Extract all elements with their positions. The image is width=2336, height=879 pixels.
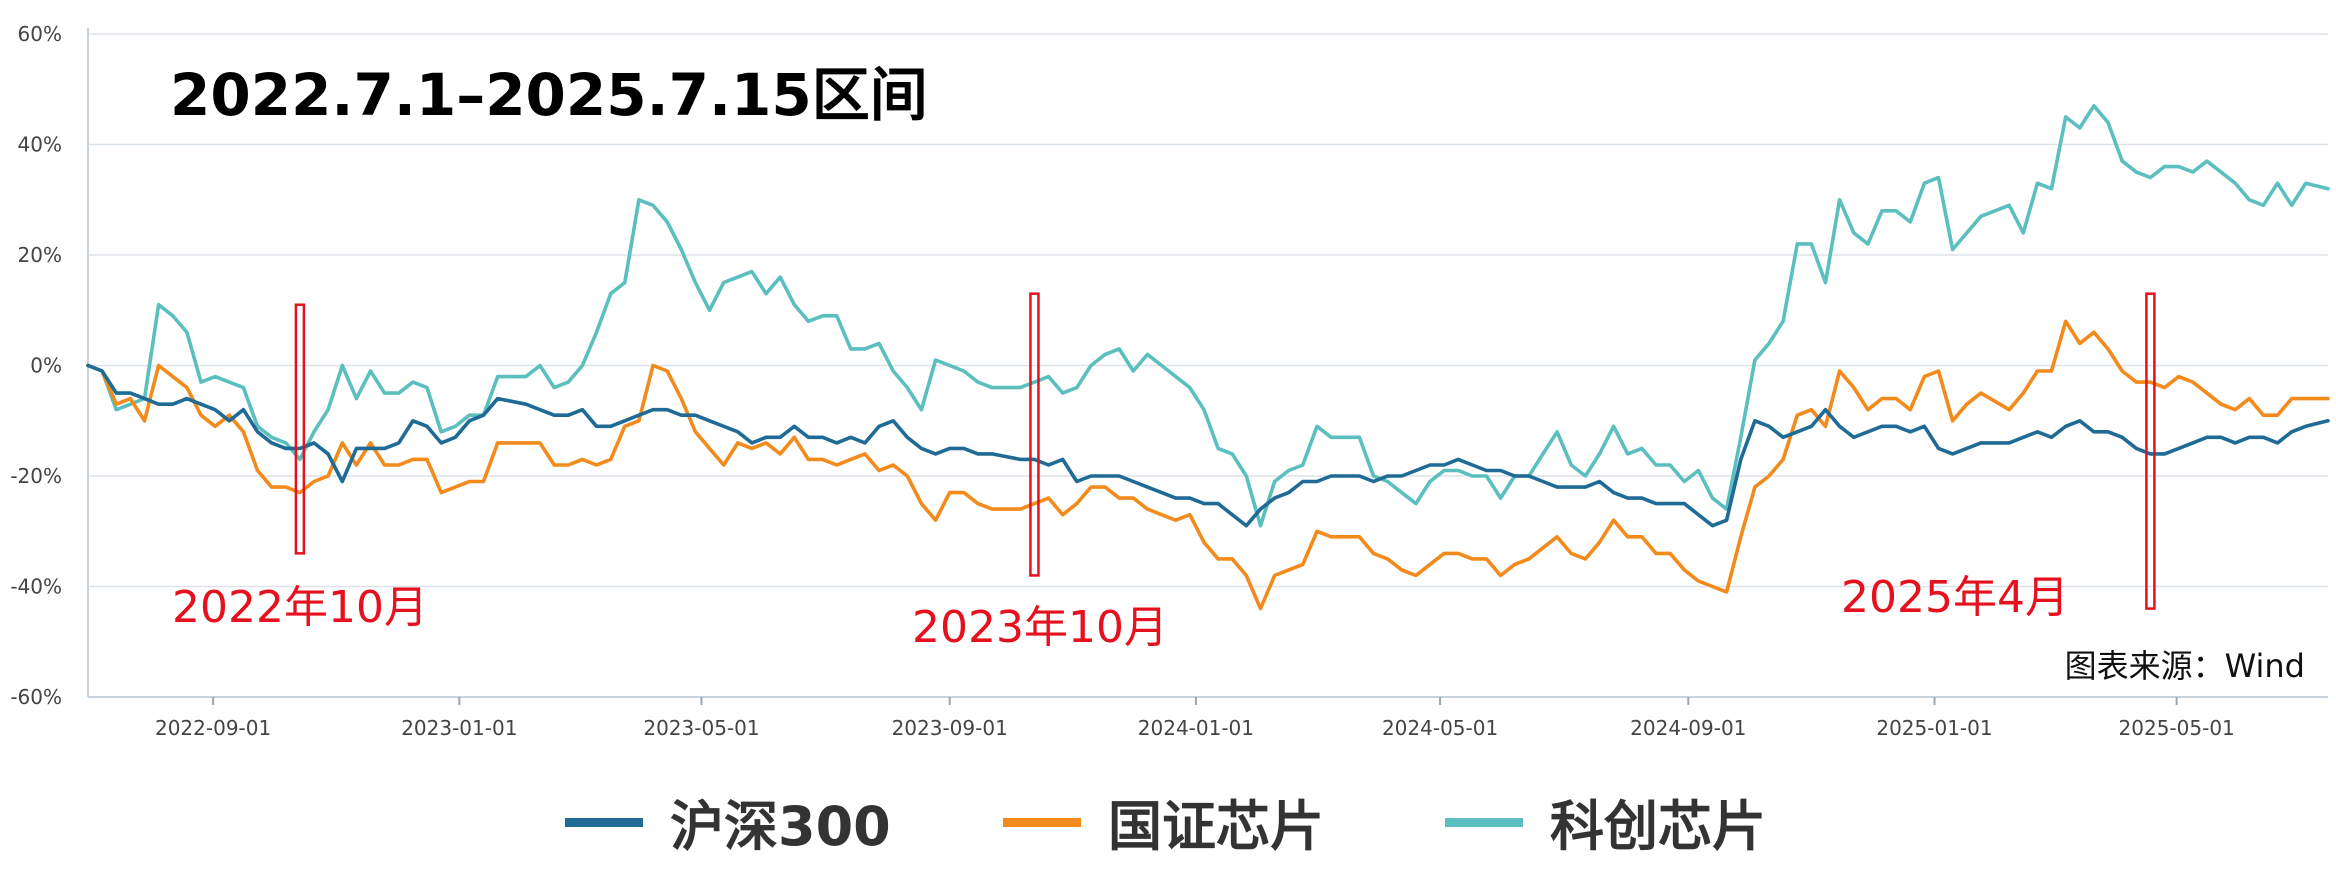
- y-tick-label: -60%: [10, 685, 62, 709]
- y-tick-label: 20%: [18, 243, 62, 267]
- legend-label-hs300: 沪深300: [670, 795, 891, 858]
- legend: 沪深300 国证芯片 科创芯片: [565, 795, 1766, 858]
- legend-swatch-guozheng-chip: [1003, 818, 1081, 827]
- annotation-label: 2022年10月: [172, 582, 428, 633]
- y-tick-label: -20%: [10, 464, 62, 488]
- y-tick-label: 40%: [18, 133, 62, 157]
- x-tick-label: 2025-01-01: [1876, 716, 1992, 740]
- x-tick-label: 2023-05-01: [643, 716, 759, 740]
- x-tick-label: 2025-05-01: [2119, 716, 2235, 740]
- legend-swatch-hs300: [565, 818, 643, 827]
- axis-layer: 60% 40% 20% 0% -20% -40% -60% 2022-09-01 2023-01…: [10, 22, 2328, 740]
- x-tick-label: 2024-01-01: [1138, 716, 1254, 740]
- annotation-label: 2023年10月: [912, 602, 1168, 653]
- legend-item-kechuang-chip: 科创芯片: [1445, 795, 1766, 858]
- annotation-label: 2025年4月: [1841, 572, 2069, 623]
- x-tick-label: 2024-09-01: [1630, 716, 1746, 740]
- annotation-marker: [294, 303, 306, 555]
- legend-label-kechuang-chip: 科创芯片: [1550, 795, 1766, 858]
- x-tick-label: 2022-09-01: [155, 716, 271, 740]
- series-line-hs300: [86, 363, 2330, 528]
- x-tick-label: 2024-05-01: [1382, 716, 1498, 740]
- x-tick-label: 2023-09-01: [892, 716, 1008, 740]
- y-tick-label: -40%: [10, 575, 62, 599]
- y-tick-label: 0%: [30, 354, 62, 378]
- chart-title: 2022.7.1–2025.7.15区间: [170, 61, 928, 129]
- series-line-kechuang-chip: [86, 104, 2330, 528]
- legend-item-hs300: 沪深300: [565, 795, 891, 858]
- series-line-guozheng-chip: [86, 319, 2330, 611]
- annotation-marker: [2145, 292, 2156, 610]
- series-layer: [86, 104, 2330, 611]
- legend-swatch-kechuang-chip: [1445, 818, 1523, 827]
- annotation-marker: [1029, 292, 1040, 577]
- legend-label-guozheng-chip: 国证芯片: [1108, 795, 1324, 858]
- legend-item-guozheng-chip: 国证芯片: [1003, 795, 1324, 858]
- x-tick-label: 2023-01-01: [401, 716, 517, 740]
- y-tick-label: 60%: [18, 22, 62, 46]
- annotation-layer: 2022年10月 2023年10月 2025年4月: [172, 292, 2156, 653]
- chart-source: 图表来源：Wind: [2065, 647, 2305, 685]
